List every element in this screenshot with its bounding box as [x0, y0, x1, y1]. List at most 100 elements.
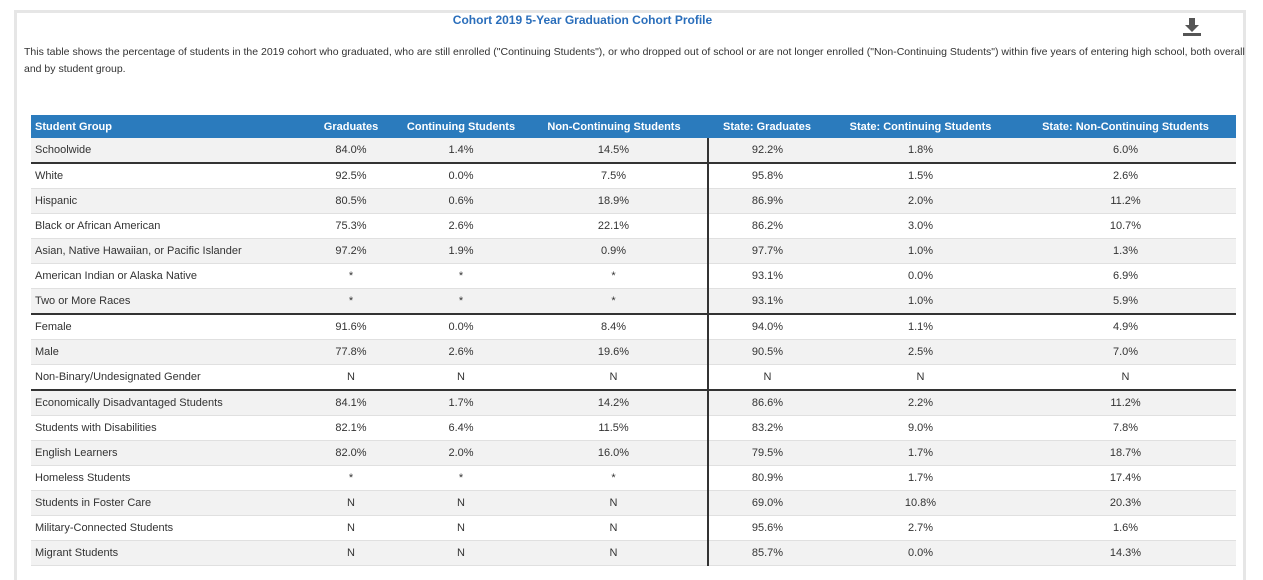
table-cell: 0.9%: [520, 238, 709, 264]
column-header: State: Non-Continuing Students: [1015, 115, 1236, 138]
table-cell: 2.6%: [1015, 163, 1236, 189]
table-cell: 86.9%: [708, 188, 826, 214]
table-cell: 11.2%: [1015, 390, 1236, 416]
table-cell: 0.6%: [402, 188, 520, 214]
table-cell: 2.7%: [826, 515, 1015, 541]
table-cell: 0.0%: [826, 540, 1015, 566]
table-cell: 1.4%: [402, 138, 520, 164]
table-cell: 69.0%: [708, 490, 826, 516]
table-cell: N: [708, 364, 826, 391]
table-cell: 6.4%: [402, 415, 520, 441]
table-cell: 93.1%: [708, 263, 826, 289]
table-cell: N: [300, 490, 402, 516]
table-cell: 1.0%: [826, 288, 1015, 315]
table-cell: 1.3%: [1015, 238, 1236, 264]
table-cell: 97.2%: [300, 238, 402, 264]
table-cell: 77.8%: [300, 339, 402, 365]
table-cell: 95.6%: [708, 515, 826, 541]
table-cell: 80.9%: [708, 465, 826, 491]
table-row: White 92.5% 0.0% 7.5% 95.8% 1.5% 2.6%: [31, 163, 1236, 189]
table-cell: Migrant Students: [31, 540, 300, 566]
table-cell: 0.0%: [402, 163, 520, 189]
title: Cohort 2019 5-Year Graduation Cohort Pro…: [452, 13, 713, 27]
table-cell: 11.5%: [520, 415, 709, 441]
table-cell: Non-Binary/Undesignated Gender: [31, 364, 300, 391]
table-cell: Students with Disabilities: [31, 415, 300, 441]
table-cell: N: [520, 490, 709, 516]
table-cell: White: [31, 163, 300, 189]
table-cell: 0.0%: [402, 314, 520, 340]
table-cell: Male: [31, 339, 300, 365]
table-cell: 8.4%: [520, 314, 709, 340]
frame: [14, 10, 1246, 580]
table-cell: Economically Disadvantaged Students: [31, 390, 300, 416]
header-row: Student Group Graduates Continuing Student…: [31, 115, 1236, 138]
table-cell: 2.0%: [826, 188, 1015, 214]
table-cell: 92.2%: [708, 138, 826, 164]
table-cell: 86.6%: [708, 390, 826, 416]
table-cell: Two or More Races: [31, 288, 300, 315]
column-header: State: Graduates: [708, 115, 826, 138]
table-cell: 85.7%: [708, 540, 826, 566]
column-header: Continuing Students: [402, 115, 520, 138]
table-cell: *: [402, 288, 520, 315]
table-cell: 84.0%: [300, 138, 402, 164]
table-row: Students with Disabilities 82.1% 6.4% 11.5%…: [31, 415, 1236, 441]
table-cell: 94.0%: [708, 314, 826, 340]
table-cell: 0.0%: [826, 263, 1015, 289]
table-cell: Female: [31, 314, 300, 340]
table-row: Black or African American 75.3% 2.6% 22.1% 8…: [31, 213, 1236, 239]
table-cell: 2.6%: [402, 213, 520, 239]
table-cell: 6.0%: [1015, 138, 1236, 164]
table-cell: 14.5%: [520, 138, 709, 164]
table-row: Non-Binary/Undesignated Gender N N N N N N: [31, 364, 1236, 391]
column-header: Non-Continuing Students: [520, 115, 708, 138]
table-cell: 92.5%: [300, 163, 402, 189]
table-cell: 1.7%: [402, 390, 520, 416]
table-row: English Learners 82.0% 2.0% 16.0% 79.5% 1.7% 1…: [31, 440, 1236, 466]
table-row: Migrant Students N N N 85.7% 0.0% 14.3%: [31, 540, 1236, 566]
data-table: Student Group Graduates Continuing Student…: [31, 115, 1236, 566]
table-cell: 1.8%: [826, 138, 1015, 164]
table-row: Male 77.8% 2.6% 19.6% 90.5% 2.5% 7.0%: [31, 339, 1236, 365]
table-cell: 95.8%: [708, 163, 826, 189]
table-cell: 90.5%: [708, 339, 826, 365]
table-cell: *: [402, 465, 520, 491]
table-cell: 14.3%: [1015, 540, 1236, 566]
table-cell: 19.6%: [520, 339, 709, 365]
table-cell: N: [520, 515, 709, 541]
table-row: Economically Disadvantaged Students 84.1%…: [31, 390, 1236, 416]
table-row: Students in Foster Care N N N 69.0% 10.8% 20.3…: [31, 490, 1236, 516]
table-cell: 17.4%: [1015, 465, 1236, 491]
table-cell: N: [402, 364, 520, 391]
table-cell: 14.2%: [520, 390, 709, 416]
table-cell: N: [520, 364, 709, 391]
table-cell: 1.6%: [1015, 515, 1236, 541]
table-cell: 1.7%: [826, 465, 1015, 491]
table-cell: N: [1015, 364, 1236, 391]
table-cell: 91.6%: [300, 314, 402, 340]
table-row: American Indian or Alaska Native * * * 93.1%…: [31, 263, 1236, 289]
table-cell: American Indian or Alaska Native: [31, 263, 300, 289]
table-cell: 2.5%: [826, 339, 1015, 365]
table-cell: 2.0%: [402, 440, 520, 466]
column-header: State: Continuing Students: [826, 115, 1015, 138]
table-cell: 5.9%: [1015, 288, 1236, 315]
table-cell: 22.1%: [520, 213, 709, 239]
table-cell: *: [300, 263, 402, 289]
column-header: Student Group: [31, 115, 300, 138]
table-cell: 7.5%: [520, 163, 709, 189]
table-row: Military-Connected Students N N N 95.6% 2.7% 1…: [31, 515, 1236, 541]
column-header: Graduates: [300, 115, 402, 138]
table-cell: *: [520, 288, 709, 315]
table-row: Female 91.6% 0.0% 8.4% 94.0% 1.1% 4.9%: [31, 314, 1236, 340]
table-cell: 9.0%: [826, 415, 1015, 441]
table-cell: N: [402, 490, 520, 516]
table-cell: 1.0%: [826, 238, 1015, 264]
download-icon[interactable]: [1181, 16, 1203, 38]
table-cell: Hispanic: [31, 188, 300, 214]
table-row: Schoolwide 84.0% 1.4% 14.5% 92.2% 1.8% 6.0%: [31, 138, 1236, 164]
table-row: Homeless Students * * * 80.9% 1.7% 17.4%: [31, 465, 1236, 491]
table-cell: English Learners: [31, 440, 300, 466]
